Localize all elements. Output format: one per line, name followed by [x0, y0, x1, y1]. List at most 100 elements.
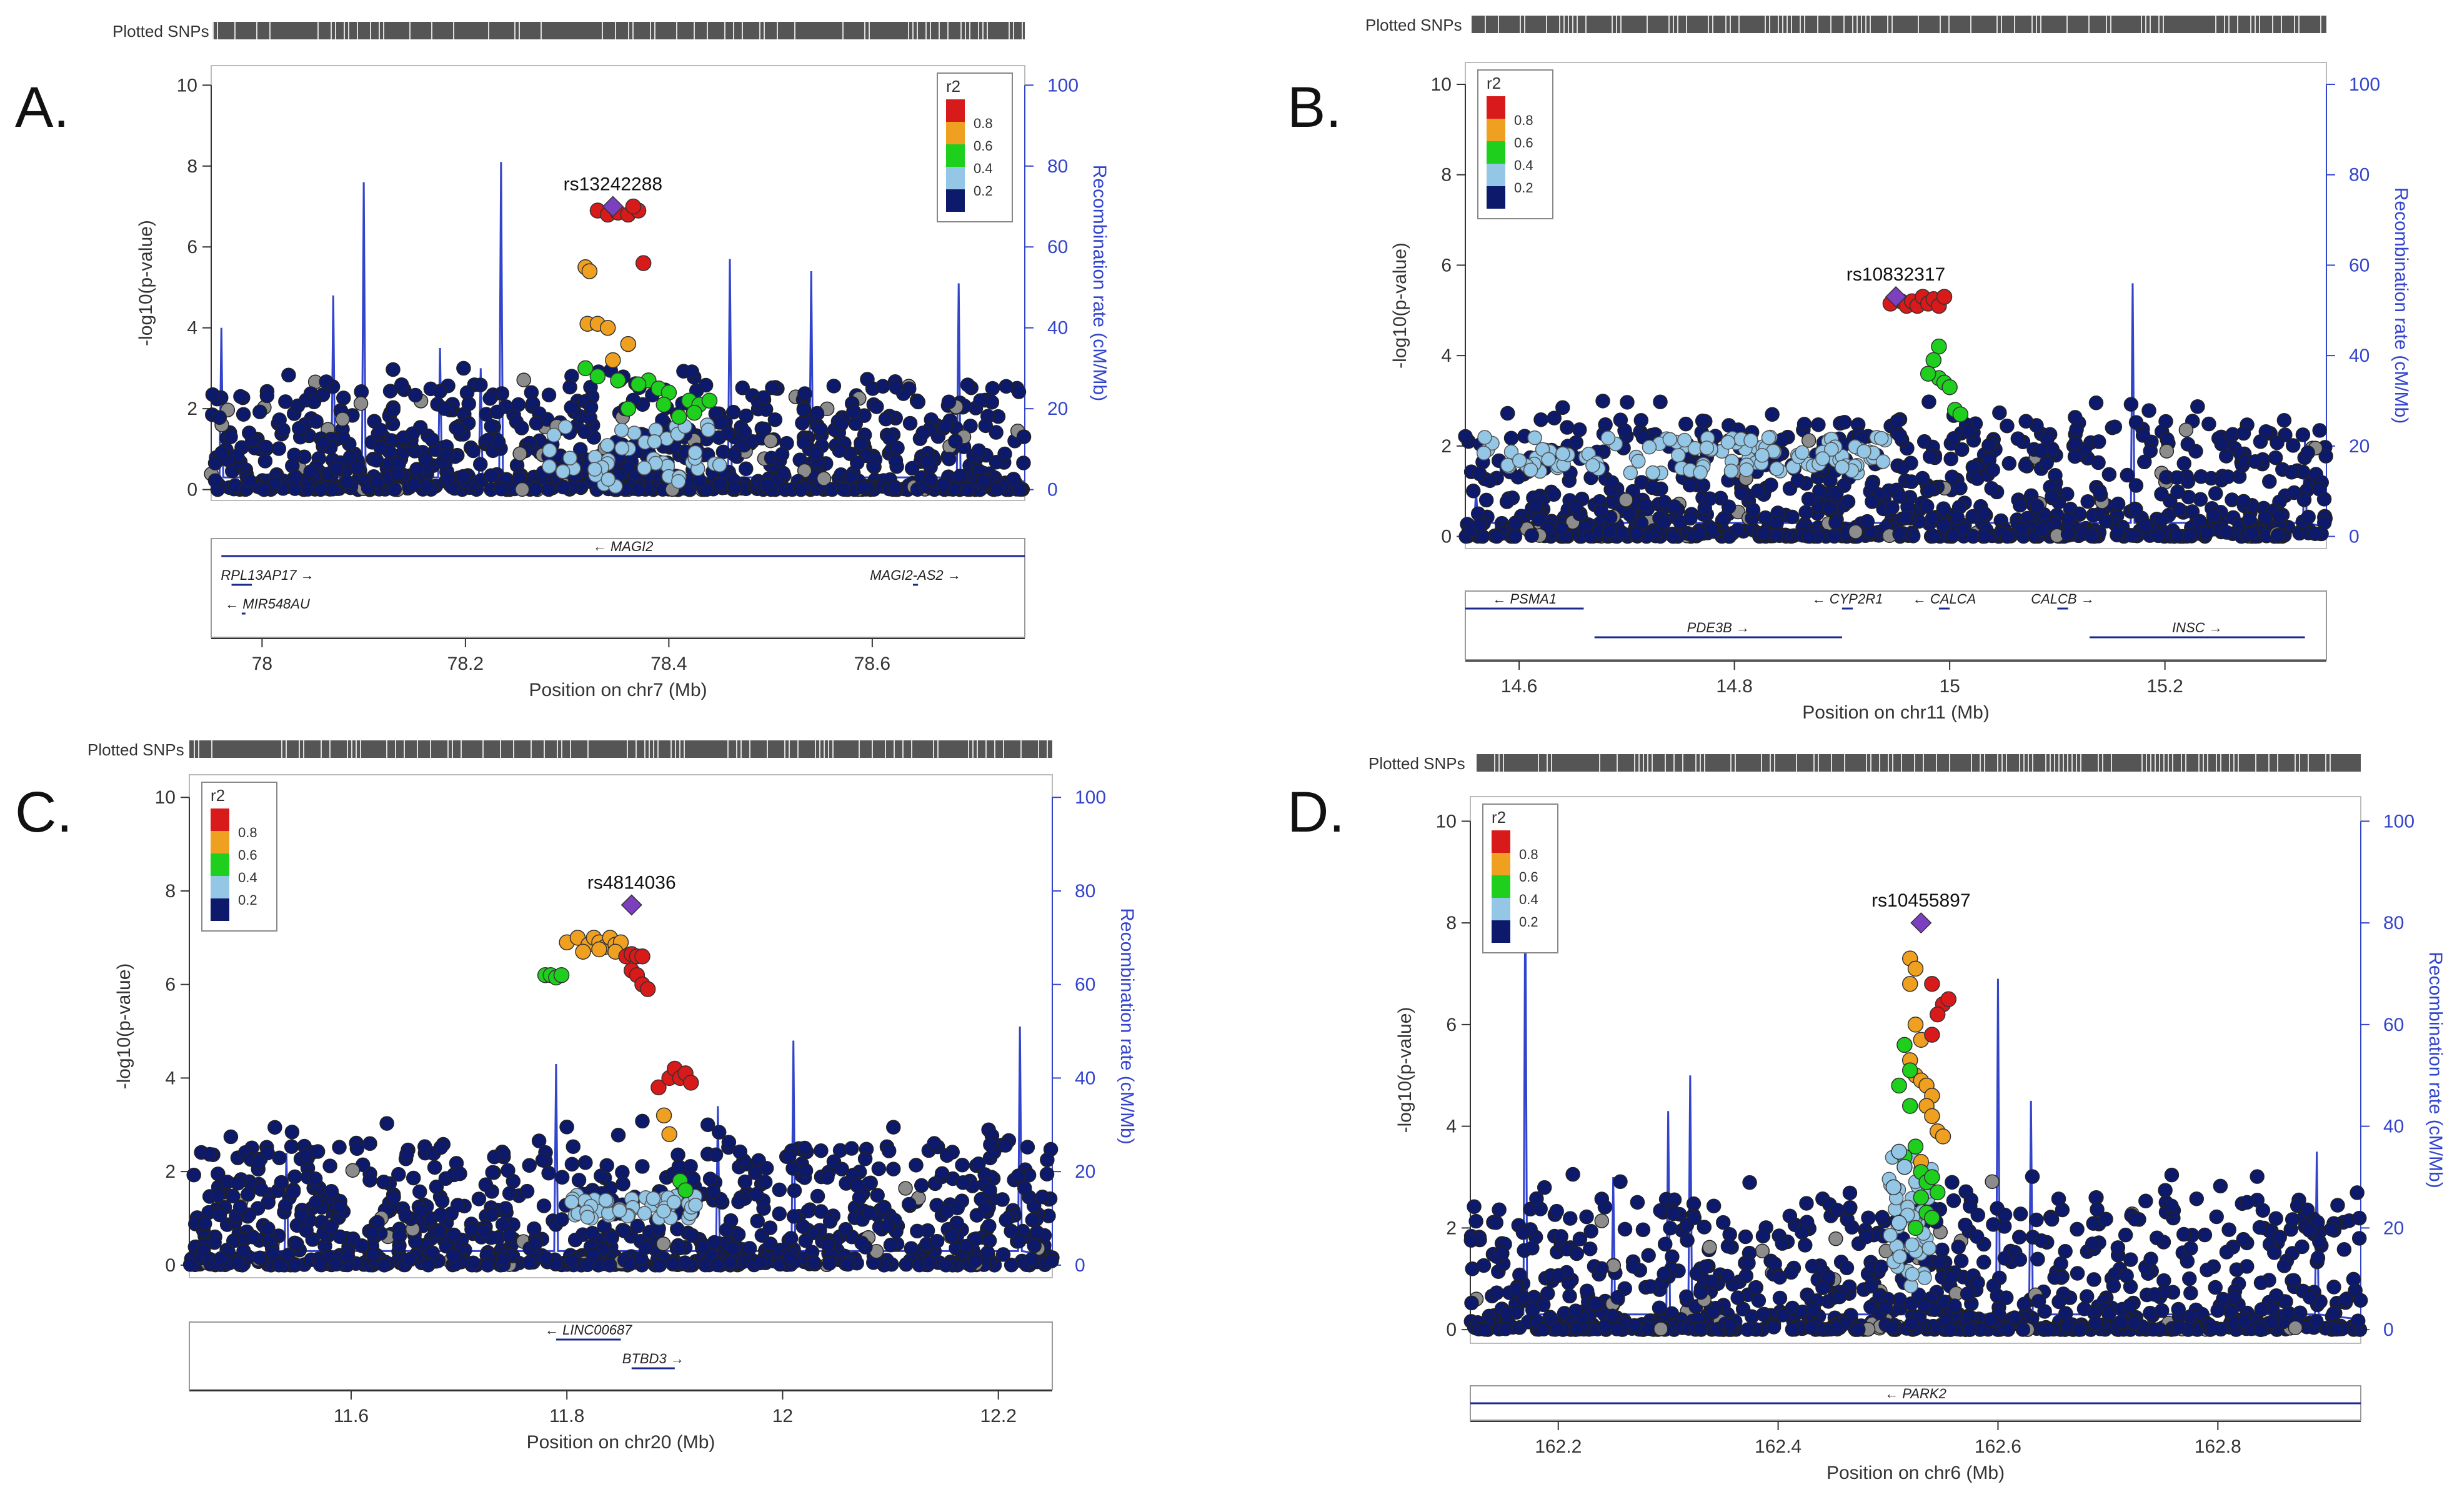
snp-point [1515, 1225, 1531, 1240]
plotted-snps-gap [2158, 16, 2160, 33]
y2-tick-label: 0 [2349, 527, 2360, 547]
snp-point [281, 367, 296, 383]
plotted-snps-gap [1770, 754, 1771, 772]
snp-point [671, 1159, 687, 1175]
snp-point [1751, 1293, 1767, 1308]
snp-point [1945, 469, 1960, 485]
snp-point [599, 1158, 614, 1173]
snp-point [349, 1141, 365, 1156]
snp-point-lightblue [1699, 440, 1715, 455]
snp-point [955, 1158, 970, 1173]
y-tick-label: 10 [1431, 74, 1452, 95]
plotted-snps-gap [1673, 16, 1674, 33]
snp-point [1657, 1236, 1673, 1251]
plotted-snps-gap [1778, 16, 1779, 33]
snp-point [1738, 1268, 1754, 1283]
snp-point-lightblue [637, 1206, 652, 1221]
legend-title: r2 [1492, 808, 1506, 827]
snp-point [2118, 1227, 2133, 1243]
snp-point [2209, 1209, 2224, 1225]
snp-point [271, 441, 287, 456]
snp-point [223, 429, 238, 444]
snp-point-orange [661, 1126, 677, 1143]
snp-point [843, 469, 859, 484]
y2-tick-label: 80 [1075, 881, 1095, 902]
plotted-snps-gap [1524, 16, 1525, 33]
snp-point [1652, 1300, 1667, 1316]
snp-point-lightblue [580, 1210, 596, 1225]
x-tick-label: 15.2 [2146, 676, 2183, 697]
snp-point [1706, 1198, 1722, 1213]
plotted-snps-gap [1682, 754, 1683, 772]
snp-point [429, 1179, 444, 1195]
plotted-snps-gap [676, 22, 677, 39]
snp-point [985, 380, 1000, 396]
snp-point [1775, 1236, 1790, 1251]
snp-point [2258, 510, 2273, 525]
plotted-snps-gap [1891, 16, 1893, 33]
snp-point [725, 404, 741, 420]
plotted-snps-gap [1997, 754, 1998, 772]
snp-point [1763, 477, 1778, 492]
snp-point-lightblue [1905, 1266, 1920, 1282]
y-tick-label: 4 [165, 1068, 176, 1088]
plotted-snps-gap [2001, 754, 2003, 772]
plotted-snps-gap [1620, 16, 1622, 33]
plotted-snps-gap [356, 740, 357, 758]
snp-point [2171, 1320, 2186, 1335]
snp-point [288, 469, 303, 485]
snp-point [324, 1184, 339, 1199]
snp-point-lightblue [1600, 430, 1616, 445]
snp-point-lightblue [1723, 463, 1739, 479]
snp-point [1039, 1166, 1055, 1181]
snp-point [2010, 431, 2026, 446]
snp-point [287, 447, 302, 462]
snp-point [814, 1143, 829, 1158]
plotted-snps-gap [749, 740, 750, 758]
plotted-snps-gap [2006, 754, 2007, 772]
snp-point [2079, 1289, 2095, 1304]
plotted-snps-gap [1844, 754, 1845, 772]
plotted-snps-gap [212, 22, 214, 39]
plotted-snps-gap [2028, 754, 2029, 772]
snp-point [1742, 1175, 1757, 1190]
snp-point [2092, 484, 2107, 499]
snp-point [471, 1191, 487, 1206]
snp-point [713, 415, 728, 430]
snp-point [2220, 469, 2236, 484]
snp-point-lightblue [1677, 432, 1692, 448]
plotted-snps-gap [1800, 16, 1801, 33]
snp-point [934, 1166, 950, 1181]
y-tick-label: 6 [1446, 1015, 1457, 1035]
plotted-snps-gap [864, 22, 865, 39]
snp-point [765, 380, 780, 395]
snp-point [759, 1160, 774, 1176]
snp-point [1785, 509, 1800, 525]
snp-point [394, 377, 409, 392]
snp-point [2351, 1210, 2367, 1226]
y2-tick-label: 80 [2383, 913, 2404, 933]
snp-cluster-green [1920, 338, 1969, 422]
snp-point [826, 379, 842, 394]
snp-point [2237, 1314, 2252, 1329]
plotted-snps-gap [2155, 754, 2156, 772]
snp-point [820, 1170, 835, 1185]
x-tick-label: 15 [1939, 676, 1960, 697]
snp-point [1614, 525, 1629, 540]
plotted-snps-gap [1498, 754, 1500, 772]
snp-point [2285, 438, 2301, 453]
snp-point [377, 1258, 392, 1273]
snp-point [1554, 521, 1569, 536]
snp-point [997, 446, 1012, 462]
snp-point-lightblue [671, 474, 686, 489]
r2-legend: r20.80.60.40.2 [201, 782, 277, 932]
lead-snp-label: rs10455897 [1871, 890, 1970, 911]
gene-track: ← PARK2 [1470, 1385, 2361, 1421]
snp-point [578, 1155, 593, 1170]
snp-point [1811, 417, 1826, 432]
snp-point [376, 1175, 391, 1190]
snp-point [2060, 526, 2076, 542]
x-axis-label: Position on chr11 (Mb) [1802, 702, 1990, 723]
plotted-snps-gap [908, 22, 909, 39]
snp-point-lightblue [1739, 462, 1754, 477]
